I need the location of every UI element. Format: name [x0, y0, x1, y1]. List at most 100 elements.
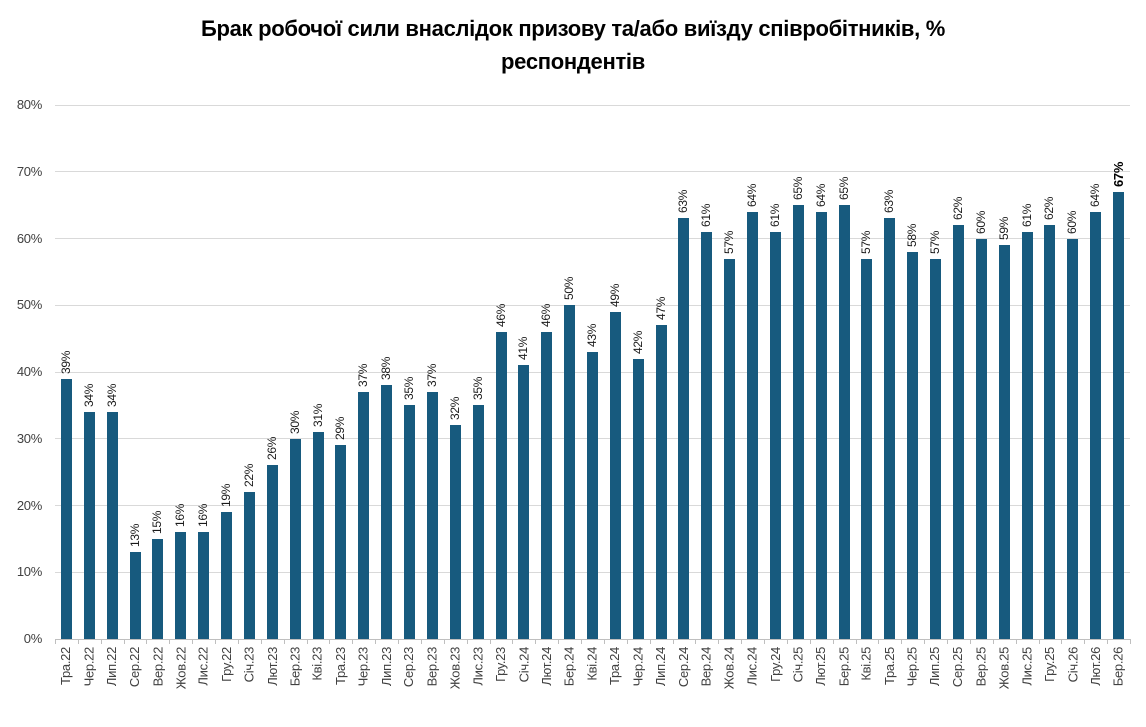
bar-value-label: 37%	[356, 363, 371, 388]
chart-title: Брак робочої сили внаслідок призову та/а…	[0, 12, 1146, 78]
x-axis-tick	[718, 639, 720, 644]
bar-value-label: 63%	[882, 190, 897, 214]
x-axis-label: Вер.25	[973, 647, 989, 687]
x-axis-tick	[992, 639, 994, 644]
bar	[472, 405, 484, 639]
bar-value-label: 65%	[790, 177, 805, 201]
bar	[952, 225, 964, 639]
bar-value-label: 61%	[767, 203, 782, 227]
bar-value-label: 64%	[813, 183, 828, 207]
x-axis-tick	[1061, 639, 1063, 644]
x-axis-label: Гру.24	[767, 647, 783, 682]
x-axis-tick	[512, 639, 514, 644]
bar-value-label: 41%	[516, 337, 531, 361]
x-axis-label: Лис.23	[470, 647, 486, 686]
x-axis-tick	[283, 639, 285, 644]
x-axis-tick	[375, 639, 377, 644]
bar-value-label: 19%	[219, 484, 234, 508]
x-axis-label: Лют.26	[1087, 647, 1103, 686]
x-axis-tick	[443, 639, 445, 644]
chart-title-line2: респондентів	[501, 49, 645, 74]
bar	[587, 351, 598, 639]
gridline	[55, 238, 1130, 239]
x-axis-label: Бер.26	[1110, 647, 1126, 687]
x-axis-label: Вер.22	[149, 647, 165, 687]
bar-value-label: 50%	[562, 277, 577, 301]
bar	[381, 385, 393, 639]
x-axis-tick	[1107, 639, 1109, 644]
bar-value-label: 65%	[836, 177, 851, 201]
bar	[998, 245, 1010, 639]
x-axis-tick	[764, 639, 766, 644]
x-axis-tick	[809, 639, 811, 644]
x-axis-tick	[558, 639, 560, 644]
x-axis-tick	[489, 639, 491, 644]
x-axis-tick	[626, 639, 628, 644]
bar-value-label: 22%	[241, 464, 256, 488]
bar-value-label: 60%	[1065, 210, 1080, 234]
bar-value-label: 35%	[402, 377, 417, 401]
x-axis-label: Сер.25	[950, 647, 966, 688]
y-axis-label: 30%	[16, 430, 42, 446]
bar	[792, 205, 804, 639]
x-axis-tick	[535, 639, 537, 644]
bar-value-label: 34%	[104, 383, 119, 408]
x-axis-label: Гру.25	[1041, 647, 1057, 682]
bar-value-label: 13%	[127, 524, 142, 548]
bar	[907, 251, 919, 639]
x-axis-tick	[237, 639, 239, 644]
bar	[861, 258, 873, 639]
x-axis-label: Лют.25	[813, 647, 829, 686]
bar-value-label: 61%	[699, 203, 714, 227]
bar-value-label: 37%	[424, 363, 439, 388]
bar	[495, 331, 507, 639]
bar	[1067, 238, 1079, 639]
y-axis-label: 10%	[16, 564, 42, 580]
bar	[198, 532, 210, 639]
x-axis-label: Сер.23	[401, 647, 417, 688]
x-axis-tick	[1130, 639, 1131, 644]
bar-value-label: 38%	[379, 357, 394, 381]
x-axis-tick	[100, 639, 102, 644]
x-axis-label: Кві.23	[310, 647, 326, 681]
bar	[655, 325, 667, 639]
bar	[975, 238, 987, 639]
x-axis-tick	[329, 639, 331, 644]
x-axis-label: Січ.26	[1064, 647, 1080, 683]
x-axis-tick	[855, 639, 857, 644]
x-axis-label: Чер.22	[81, 647, 97, 687]
bar-value-label: 43%	[585, 323, 599, 347]
bar	[518, 365, 530, 639]
bar-value-label: 31%	[310, 403, 325, 428]
bar-value-label: 63%	[676, 190, 691, 214]
x-axis-label: Лип.23	[378, 647, 394, 687]
x-axis-label: Тра.23	[332, 647, 348, 685]
x-axis-tick	[695, 639, 697, 644]
x-axis-line	[55, 638, 1130, 640]
bar	[106, 412, 118, 639]
bar	[678, 218, 690, 639]
x-axis-tick	[77, 639, 79, 644]
x-axis-tick	[55, 639, 56, 644]
bar-value-label: 60%	[973, 210, 988, 234]
x-axis-tick	[649, 639, 651, 644]
x-axis-tick	[1015, 639, 1017, 644]
bar-value-label: 62%	[1042, 197, 1057, 221]
x-axis-label: Жов.25	[996, 647, 1012, 690]
bar	[358, 392, 370, 639]
x-axis-label: Гру.23	[493, 647, 509, 682]
gridline	[55, 304, 1130, 306]
y-axis-label: 20%	[16, 497, 42, 513]
x-axis-label: Жов.23	[447, 647, 463, 690]
bar	[221, 512, 233, 639]
x-axis-label: Бер.25	[836, 647, 852, 687]
x-axis-tick	[146, 639, 148, 644]
bar-value-label: 16%	[173, 504, 188, 528]
bar-value-label: 67%	[1111, 161, 1127, 187]
x-axis-label: Лис.25	[1019, 647, 1035, 686]
gridline	[55, 104, 1130, 106]
bar	[1113, 191, 1125, 639]
bar-value-label: 58%	[905, 223, 920, 247]
bar	[701, 231, 713, 639]
